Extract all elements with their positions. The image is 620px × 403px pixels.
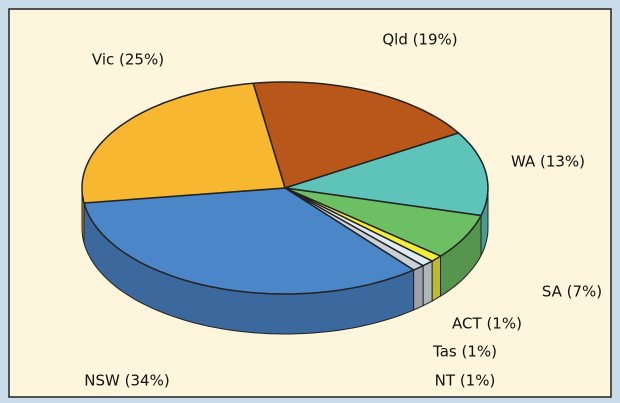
slice-label: ACT (1%) [452, 315, 522, 333]
slice-side [431, 255, 441, 302]
slice [83, 187, 416, 295]
slice-label: NT (1%) [435, 372, 496, 390]
slice-label: WA (13%) [511, 153, 585, 171]
slice-side [422, 260, 433, 307]
slice [81, 82, 286, 204]
slice [252, 81, 461, 189]
slice-label: SA (7%) [542, 283, 602, 301]
slice-label: Vic (25%) [92, 51, 164, 69]
slice-label: Qld (19%) [382, 31, 457, 49]
slice [284, 187, 483, 257]
slice-label: Tas (1%) [432, 343, 497, 361]
slice-side [413, 264, 424, 311]
slice-label: NSW (34%) [84, 372, 169, 390]
